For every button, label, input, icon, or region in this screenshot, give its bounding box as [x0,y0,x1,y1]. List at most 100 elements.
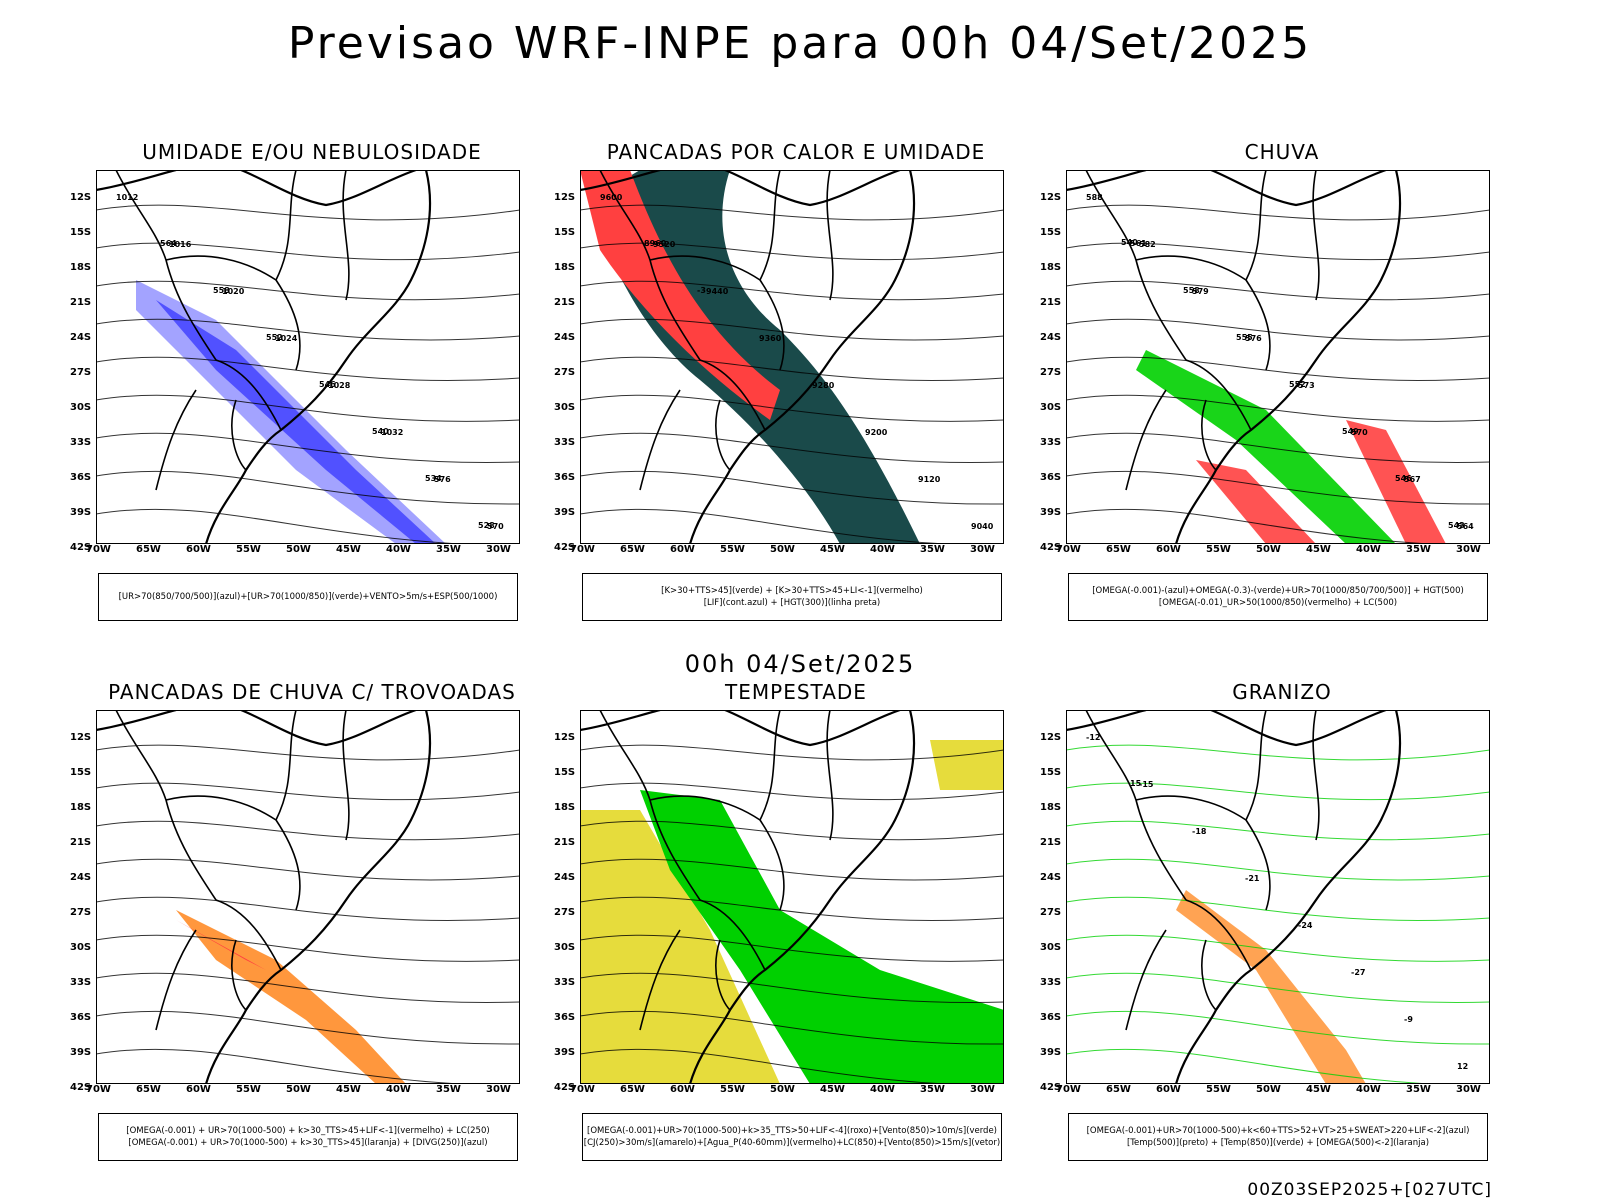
contour-line [580,972,1004,1003]
contour-line [96,280,520,301]
weather-map [96,710,520,1084]
lon-label: 50W [770,544,795,555]
weather-map [580,710,1004,1084]
instability-shade [590,170,920,544]
lon-label: 30W [970,544,995,555]
contour-line [1066,972,1490,1003]
weather-map: 588 582 579 576 573 570 567 564 561 558 555 552 549 5… [1066,170,1490,544]
lat-label: 27S [70,907,92,918]
panel-title: TEMPESTADE [725,680,867,704]
lat-label: 24S [1040,332,1062,343]
lon-label: 45W [336,1084,361,1095]
contour-label: -24 [1298,921,1313,930]
lat-label: 39S [554,1047,576,1058]
lon-label: 60W [670,1084,695,1095]
lon-label: 55W [1206,544,1231,555]
contour-label: 9520 [653,240,676,249]
contour-line [1066,820,1490,841]
contour-label: 1032 [381,428,403,437]
contour-label: 534 [425,474,442,483]
contour-label: -18 [1192,827,1207,836]
contour-label: 528 [478,521,495,530]
contour-line [580,242,1004,261]
contour-label: 9360 [759,334,782,343]
contour-line [580,394,1004,422]
contour-label: 570 [487,522,504,531]
contour-line [1066,1048,1441,1084]
legend-line: [OMEGA(-0.01)_UR>50(1000/850)(vermelho) … [1158,598,1398,608]
coastline [96,710,432,1084]
contour-label: 1024 [275,334,298,343]
contour-line [1066,242,1490,261]
legend-line: [OMEGA(-0.001) + UR>70(1000-500) + k>30_… [128,1138,488,1148]
lat-label: 12S [1040,192,1062,203]
jet-stream-shade [580,810,780,1084]
lon-label: 35W [920,1084,945,1095]
lat-label: 12S [1040,732,1062,743]
contour-line [96,972,520,1003]
run-timestamp: 00Z03SEP2025+[027UTC] [1247,1180,1492,1200]
lat-label: 33S [1040,977,1062,988]
lat-label: 12S [554,732,576,743]
contour-line [1066,356,1490,381]
contour-line [1066,470,1490,505]
lon-label: 40W [386,1084,411,1095]
panel-legend: [OMEGA(-0.001)-(azul)+OMEGA(-0.3)-(verde… [1068,573,1488,621]
lon-label: 65W [136,544,161,555]
lat-label: 18S [70,262,92,273]
lat-label: 24S [554,872,576,883]
lon-label: 50W [770,1084,795,1095]
contour-label: 9200 [865,428,888,437]
lat-label: 27S [1040,367,1062,378]
lat-label: 12S [70,732,92,743]
weather-map: -12 -15 -18 -21 -24 -27 -9 12 15 [1066,710,1490,1084]
coastline [580,710,916,1084]
lon-label: 50W [1256,544,1281,555]
contour-label: 9600 [600,193,623,202]
lon-label: 60W [1156,544,1181,555]
country-borders [115,710,350,1031]
lat-label: 33S [1040,437,1062,448]
lat-label: 30S [1040,942,1062,953]
contour-label: 540 [372,427,389,436]
lat-label: 30S [554,942,576,953]
lon-label: 55W [720,544,745,555]
contour-label: 9280 [812,381,835,390]
country-borders [599,710,834,1031]
lat-label: 21S [70,837,92,848]
contour-line [1066,394,1490,422]
lon-label: 70W [570,1084,595,1095]
lat-label: 15S [70,767,92,778]
lat-label: 30S [1040,402,1062,413]
lon-label: 70W [86,544,111,555]
panel-title: UMIDADE E/OU NEBULOSIDADE [142,140,482,164]
contour-line [96,934,520,962]
panel-title: CHUVA [1244,140,1320,164]
contour-line [96,858,520,881]
contour-line [96,508,471,544]
contour-line [580,1010,1004,1045]
panel-legend: [OMEGA(-0.001) + UR>70(1000-500) + k>30_… [98,1113,518,1161]
contour-line [96,394,520,422]
contour-line [580,204,1004,221]
lon-label: 30W [970,1084,995,1095]
contour-label: 576 [1245,334,1262,343]
lon-label: 35W [1406,1084,1431,1095]
lat-label: 30S [554,402,576,413]
lon-label: 60W [186,544,211,555]
weather-map: 9600 9520 9440 9360 9280 9200 9120 9040 8960 -3 [580,170,1004,544]
contour-label: 8960 [644,239,667,248]
contour-label: 540 [1121,238,1138,247]
panel-legend: [UR>70(850/700/500)](azul)+[UR>70(1000/8… [98,573,518,621]
coastline [96,170,432,544]
lon-label: 35W [436,544,461,555]
lat-label: 21S [554,297,576,308]
map-panel-6: GRANIZO 12S 15S 18S 21S 24S 27S 30S 33S 36S 39S 42S… [1040,680,1522,1161]
lat-label: 24S [554,332,576,343]
contour-label: 9040 [971,522,994,531]
contour-label: 543 [1448,521,1465,530]
lon-label: 40W [386,544,411,555]
panel-legend: [OMEGA(-0.001)+UR>70(1000-500)+k>35_TTS>… [582,1113,1002,1161]
coastline [1066,710,1402,1084]
lon-label: 70W [1056,544,1081,555]
